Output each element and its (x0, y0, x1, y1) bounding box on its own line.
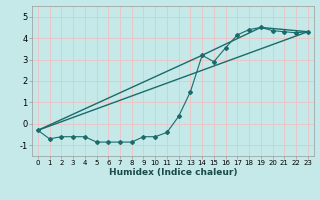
X-axis label: Humidex (Indice chaleur): Humidex (Indice chaleur) (108, 168, 237, 177)
